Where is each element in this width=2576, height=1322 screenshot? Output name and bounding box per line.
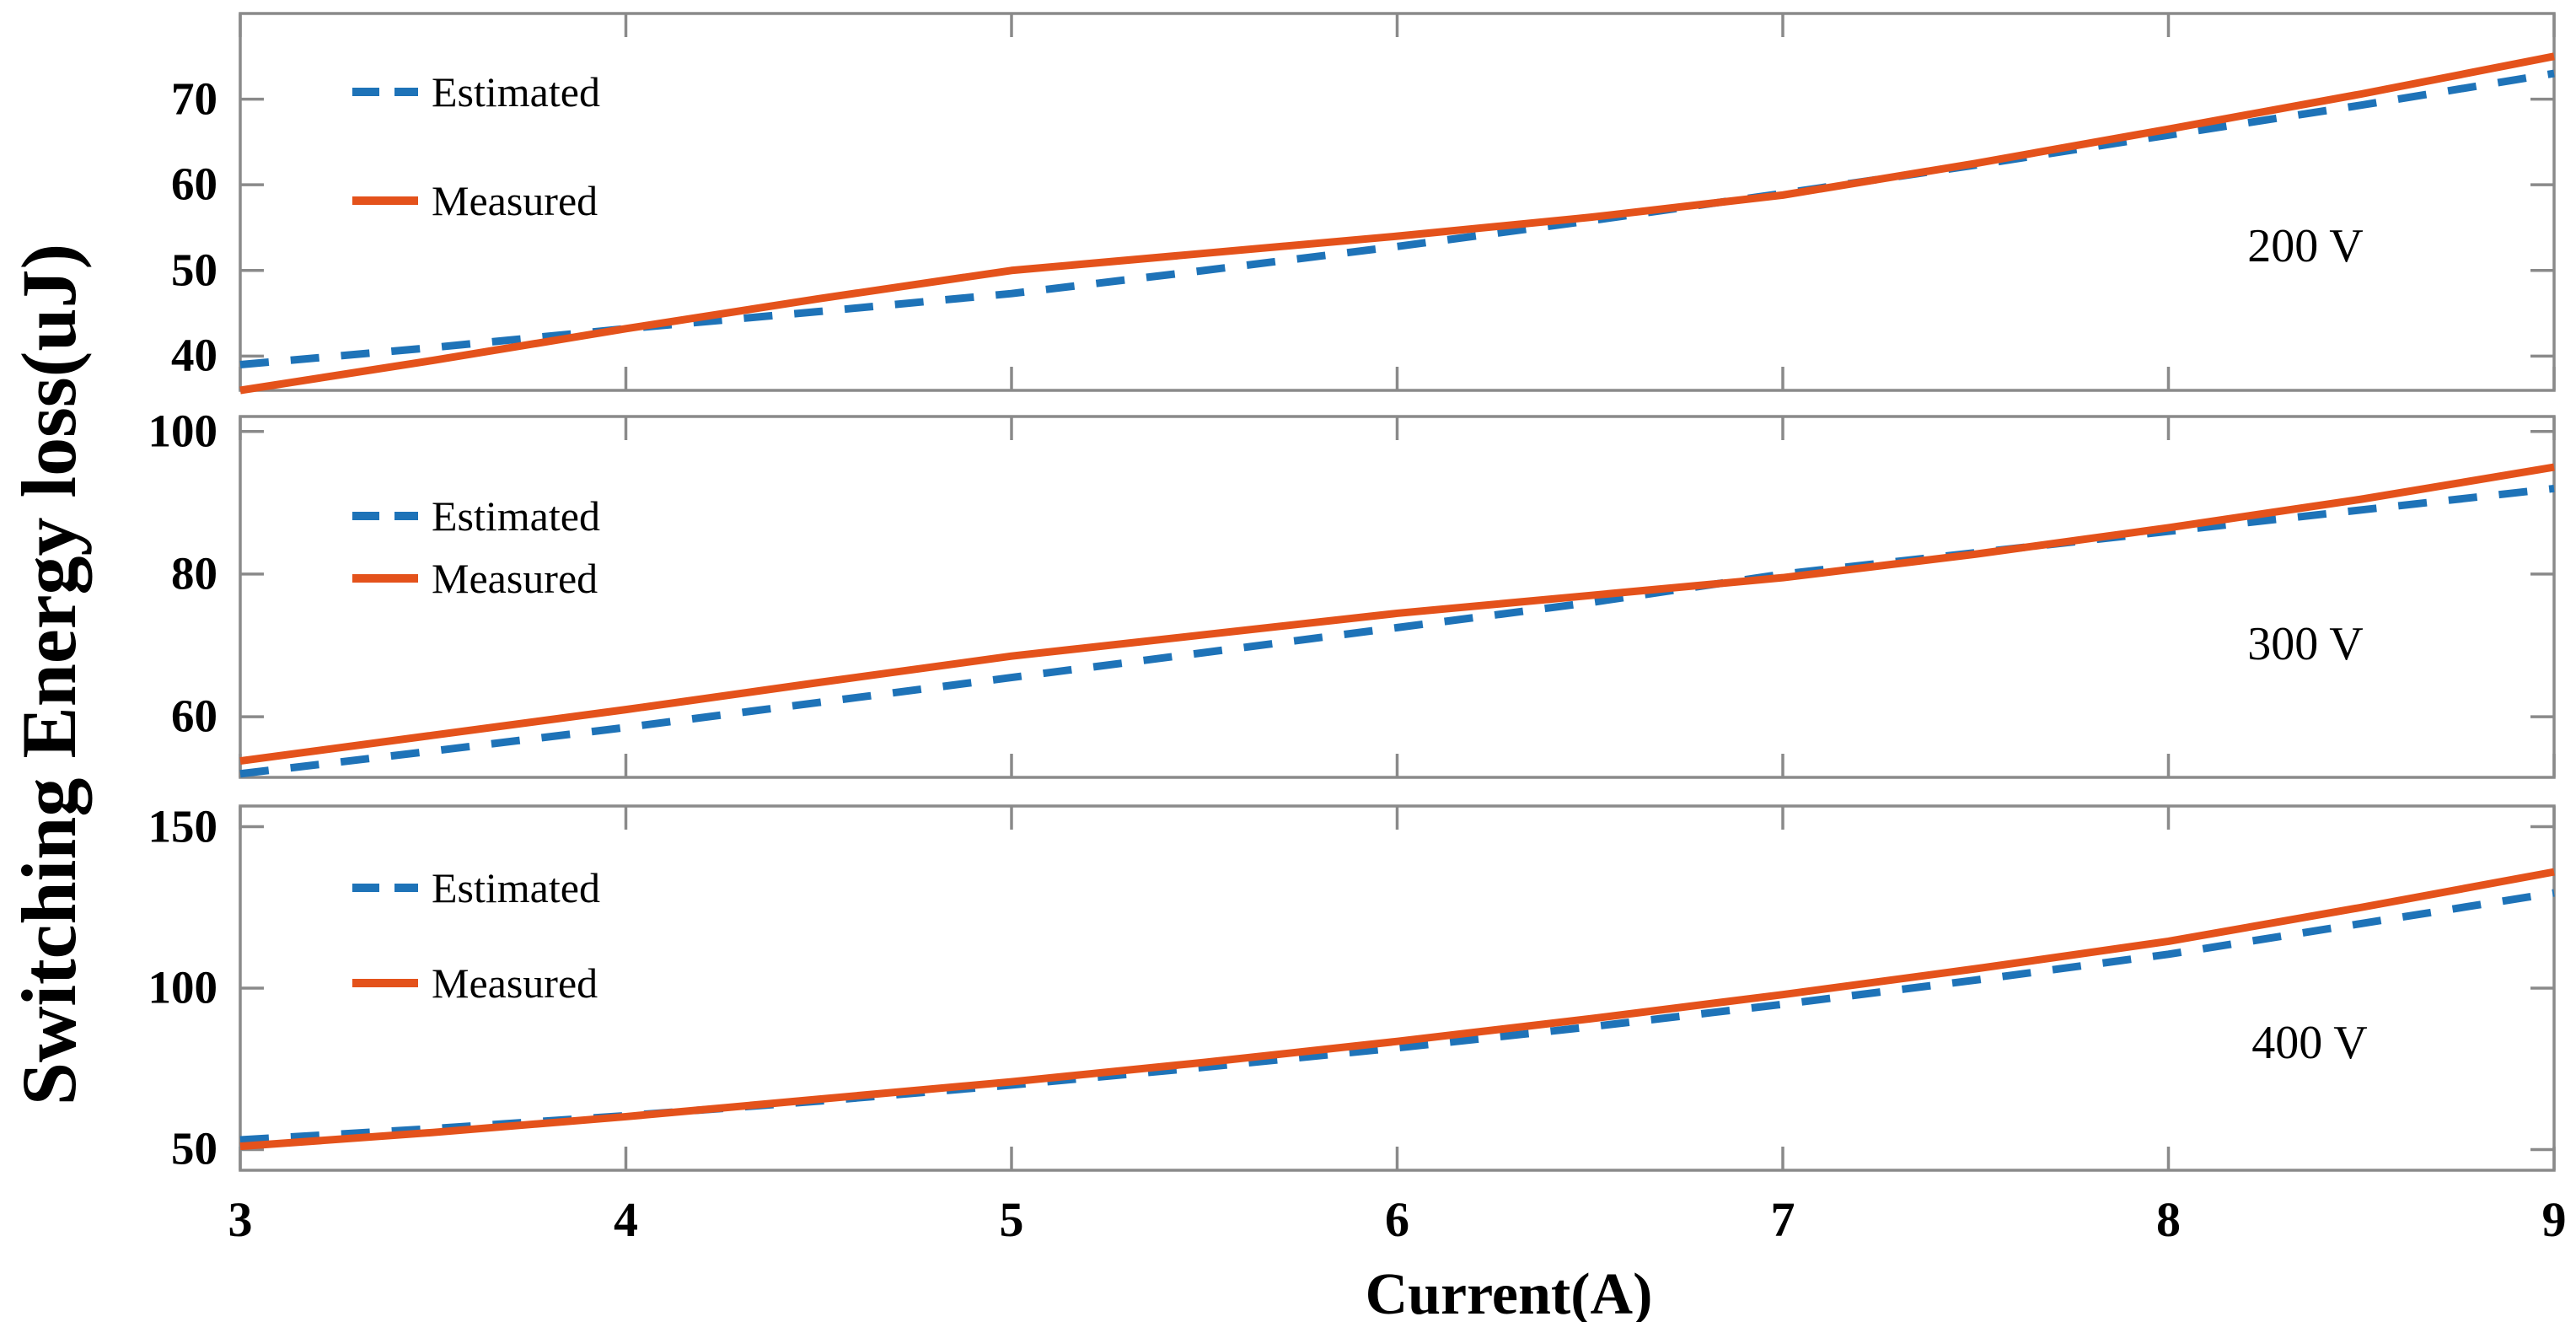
measured-solid-line-swatch <box>352 196 418 205</box>
estimated-line-400v <box>239 889 2555 1144</box>
estimated-dashed-line-swatch <box>352 884 418 892</box>
legend-item-measured-300v: Measured <box>352 557 598 599</box>
x-tick-label: 5 <box>999 1192 1024 1247</box>
legend-item-measured-400v: Measured <box>352 962 598 1004</box>
y-tick-label: 60 <box>171 158 217 210</box>
y-tick-label: 40 <box>171 329 217 381</box>
y-tick-label: 50 <box>171 244 217 296</box>
y-tick-label: 50 <box>171 1122 217 1174</box>
x-tick-label: 3 <box>228 1192 253 1247</box>
y-tick-label: 60 <box>171 690 217 742</box>
legend-label-measured: Measured <box>432 177 598 224</box>
y-tick-label: 80 <box>171 547 217 599</box>
x-tick-label: 4 <box>614 1192 638 1247</box>
legend-label-measured: Measured <box>432 959 598 1007</box>
y-tick-label: 150 <box>148 799 218 852</box>
voltage-annotation-300v: 300 V <box>2247 618 2364 670</box>
legend-item-estimated-400v: Estimated <box>352 867 600 909</box>
y-tick-label: 70 <box>171 72 217 124</box>
voltage-annotation-200v: 200 V <box>2247 220 2364 272</box>
estimated-dashed-line-swatch <box>352 512 418 520</box>
legend-item-estimated-200v: Estimated <box>352 71 600 113</box>
legend-label-estimated: Estimated <box>432 492 600 540</box>
legend-label-measured: Measured <box>432 555 598 602</box>
y-tick-label: 100 <box>148 405 218 457</box>
x-tick-label: 6 <box>1385 1192 1409 1247</box>
legend-label-estimated: Estimated <box>432 864 600 911</box>
measured-solid-line-swatch <box>352 574 418 583</box>
estimated-line-200v <box>239 69 2555 369</box>
legend-item-estimated-300v: Estimated <box>352 495 600 537</box>
measured-line-300v <box>239 463 2555 766</box>
legend-label-estimated: Estimated <box>432 68 600 116</box>
x-tick-label: 8 <box>2156 1192 2181 1247</box>
estimated-dashed-line-swatch <box>352 88 418 96</box>
y-tick-label: 100 <box>148 961 218 1013</box>
voltage-annotation-400v: 400 V <box>2251 1017 2368 1069</box>
measured-line-200v <box>239 52 2555 395</box>
x-axis-title: Current(A) <box>1365 1262 1653 1322</box>
measured-line-400v <box>239 868 2555 1151</box>
x-tick-label: 7 <box>1770 1192 1795 1247</box>
x-tick-label: 9 <box>2541 1192 2567 1247</box>
measured-solid-line-swatch <box>352 979 418 987</box>
legend-item-measured-200v: Measured <box>352 180 598 222</box>
